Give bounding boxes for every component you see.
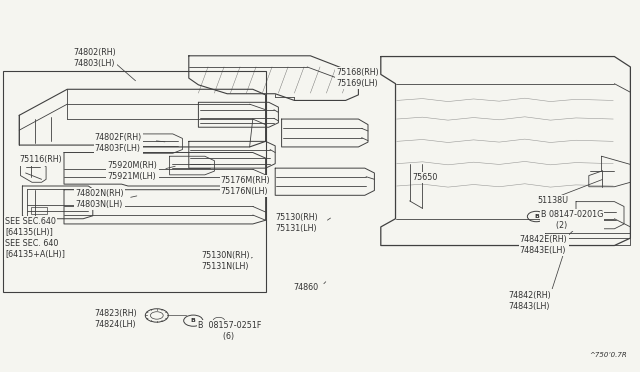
Text: 51138U: 51138U (538, 196, 569, 205)
Text: 74823(RH)
74824(LH): 74823(RH) 74824(LH) (95, 309, 138, 329)
Text: SEE SEC.640
[64135(LH)]: SEE SEC.640 [64135(LH)] (5, 217, 56, 237)
Text: 75920M(RH)
75921M(LH): 75920M(RH) 75921M(LH) (108, 161, 157, 181)
Text: 74802N(RH)
74803N(LH): 74802N(RH) 74803N(LH) (76, 189, 124, 209)
Text: 75650: 75650 (413, 173, 438, 182)
Text: 74842(RH)
74843(LH): 74842(RH) 74843(LH) (509, 291, 552, 311)
Text: 75116(RH): 75116(RH) (19, 155, 62, 164)
Text: B: B (191, 318, 196, 323)
Text: 74802F(RH)
74803F(LH): 74802F(RH) 74803F(LH) (95, 133, 142, 153)
Text: 75176M(RH)
75176N(LH): 75176M(RH) 75176N(LH) (221, 176, 271, 196)
Text: 75130(RH)
75131(LH): 75130(RH) 75131(LH) (275, 213, 318, 233)
Text: 75168(RH)
75169(LH): 75168(RH) 75169(LH) (336, 68, 379, 88)
Bar (31, 207, 47, 214)
Text: 74802(RH)
74803(LH): 74802(RH) 74803(LH) (74, 48, 116, 68)
Text: 74860: 74860 (293, 283, 318, 292)
Text: 74842E(RH)
74843E(LH): 74842E(RH) 74843E(LH) (520, 235, 568, 255)
Text: 75130N(RH)
75131N(LH): 75130N(RH) 75131N(LH) (202, 251, 250, 271)
Text: B: B (534, 214, 539, 219)
Text: B 08147-0201G
      (2): B 08147-0201G (2) (541, 210, 603, 230)
Text: SEE SEC. 640
[64135+A(LH)]: SEE SEC. 640 [64135+A(LH)] (5, 239, 65, 259)
Text: B  08157-0251F
          (6): B 08157-0251F (6) (198, 321, 262, 341)
Bar (3, 71, 266, 292)
Text: ^750‘0.7R: ^750‘0.7R (589, 352, 627, 358)
